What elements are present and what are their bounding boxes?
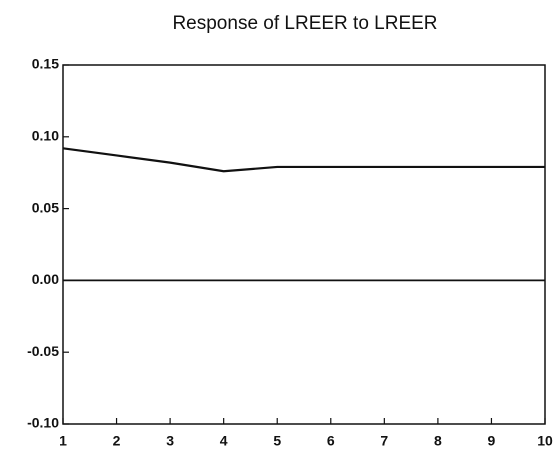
y-tick-label: -0.10 <box>27 415 59 431</box>
plot-frame <box>62 64 546 425</box>
x-tick-label: 9 <box>488 433 496 449</box>
y-tick-label: -0.05 <box>27 343 59 359</box>
chart-title: Response of LREER to LREER <box>172 13 437 34</box>
x-tick-label: 3 <box>166 433 174 449</box>
x-tick-label: 10 <box>537 433 553 449</box>
y-tick-label: 0.05 <box>32 199 59 215</box>
x-tick-label: 2 <box>113 433 121 449</box>
x-tick-label: 8 <box>434 433 442 449</box>
y-tick-label: 0.15 <box>32 56 59 72</box>
x-tick-label: 5 <box>273 433 281 449</box>
y-tick-label: 0.00 <box>32 271 59 287</box>
x-tick-label: 7 <box>380 433 388 449</box>
y-tick-label: 0.10 <box>32 128 59 144</box>
x-tick-label: 4 <box>220 433 228 449</box>
series-line <box>62 147 545 173</box>
x-tick-label: 6 <box>327 433 335 449</box>
x-tick-label: 1 <box>59 433 67 449</box>
